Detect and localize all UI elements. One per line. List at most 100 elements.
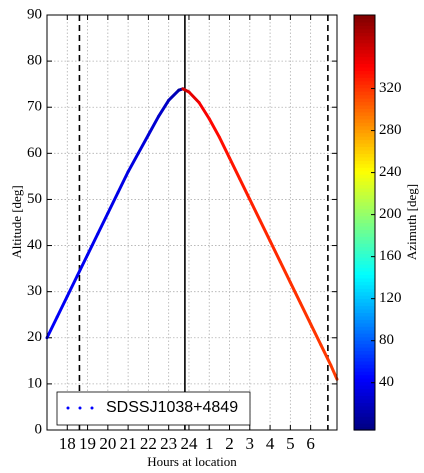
colorbar-band <box>354 367 375 372</box>
colorbar-band <box>354 236 375 241</box>
colorbar-band <box>354 205 375 210</box>
curve-segment <box>197 101 211 121</box>
colorbar-band <box>354 73 375 78</box>
colorbar-band <box>354 122 375 127</box>
colorbar-band <box>354 288 375 293</box>
curve-segment <box>86 232 100 257</box>
colorbar-band <box>354 194 375 199</box>
colorbar-band <box>354 357 375 362</box>
y-tick-label: 10 <box>27 375 42 391</box>
colorbar-band <box>354 32 375 37</box>
colorbar-band <box>354 257 375 262</box>
colorbar-label: Azimuth [deg] <box>404 184 419 260</box>
colorbar-band <box>354 274 375 279</box>
curve-segment <box>207 117 221 139</box>
curve-segment <box>298 301 313 326</box>
colorbar-band <box>354 53 375 58</box>
colorbar-band <box>354 374 375 379</box>
colorbar-band <box>354 42 375 47</box>
curve-segment <box>187 90 201 105</box>
colorbar-band <box>354 391 375 397</box>
colorbar-frame <box>353 14 376 431</box>
curve-segment <box>75 253 90 278</box>
colorbar-band <box>354 21 375 26</box>
curve-segment <box>157 98 171 118</box>
legend-marker <box>78 406 82 410</box>
colorbar-band <box>354 281 375 286</box>
colorbar-band <box>354 312 375 317</box>
x-tick-label: 4 <box>266 434 275 453</box>
colorbar-band <box>354 94 375 99</box>
colorbar-band <box>354 63 375 68</box>
colorbar-band <box>354 170 375 175</box>
colorbar-band <box>354 77 375 82</box>
curve-segment <box>278 260 292 284</box>
colorbar-band <box>354 277 375 282</box>
x-tick-label: 3 <box>246 434 255 453</box>
x-tick-label: 6 <box>306 434 315 453</box>
curve-segment <box>329 363 339 381</box>
colorbar-band <box>354 267 375 272</box>
colorbar-tick-label: 40 <box>379 374 394 390</box>
y-tick-label: 40 <box>27 237 42 253</box>
colorbar-band <box>354 163 375 168</box>
colorbar-band <box>354 402 375 407</box>
colorbar-band <box>354 264 375 269</box>
curve-segment <box>116 170 130 195</box>
colorbar-band <box>354 98 375 103</box>
colorbar-band <box>354 333 375 338</box>
colorbar-band <box>354 84 375 89</box>
curve-segment <box>65 274 79 298</box>
colorbar-band <box>354 284 375 289</box>
colorbar-band <box>354 91 375 96</box>
curve-segment <box>238 177 252 201</box>
colorbar-band <box>354 260 375 265</box>
x-tick-label: 19 <box>79 434 96 453</box>
colorbar-band <box>354 59 375 65</box>
colorbar-band <box>354 298 375 303</box>
plot-frame <box>46 14 338 431</box>
colorbar-tick-label: 280 <box>379 122 402 138</box>
y-axis-label: Altitude [deg] <box>9 185 24 258</box>
colorbar-band <box>354 101 375 106</box>
curve-segment <box>268 239 282 264</box>
legend-marker <box>90 406 94 410</box>
y-tick-label: 70 <box>27 99 42 115</box>
colorbar-band <box>354 409 375 414</box>
x-tick-label: 1 <box>205 434 214 453</box>
x-tick-label: 24 <box>180 434 198 453</box>
colorbar-band <box>354 350 375 355</box>
x-tick-label: 22 <box>140 434 157 453</box>
colorbar-band <box>354 371 375 376</box>
colorbar-band <box>354 104 375 109</box>
colorbar-band <box>354 56 375 61</box>
colorbar-band <box>354 18 375 23</box>
colorbar-tick-label: 200 <box>379 206 402 222</box>
colorbar-band <box>354 315 375 320</box>
colorbar-band <box>354 243 375 248</box>
colorbar-band <box>354 167 375 172</box>
colorbar-band <box>354 360 375 365</box>
colorbar-band <box>354 191 375 196</box>
colorbar-band <box>354 225 375 231</box>
colorbar-band <box>354 115 375 120</box>
colorbar-band <box>354 405 375 410</box>
curve-segment <box>126 151 140 174</box>
colorbar-band <box>354 125 375 130</box>
colorbar-band <box>354 343 375 348</box>
curve-segment <box>167 88 181 102</box>
y-tick-label: 90 <box>27 6 42 22</box>
curve-segment <box>228 156 242 181</box>
curve-segment <box>288 280 302 305</box>
x-tick-label: 20 <box>99 434 116 453</box>
colorbar-band <box>354 146 375 151</box>
y-tick-label: 0 <box>35 421 43 437</box>
colorbar-band <box>354 364 375 369</box>
curve-segment <box>319 343 333 367</box>
colorbar-band <box>354 212 375 217</box>
colorbar-band <box>354 381 375 386</box>
colorbar-band <box>354 111 375 116</box>
curve-segment <box>45 315 59 340</box>
colorbar-band <box>354 305 375 310</box>
colorbar-band <box>354 215 375 220</box>
